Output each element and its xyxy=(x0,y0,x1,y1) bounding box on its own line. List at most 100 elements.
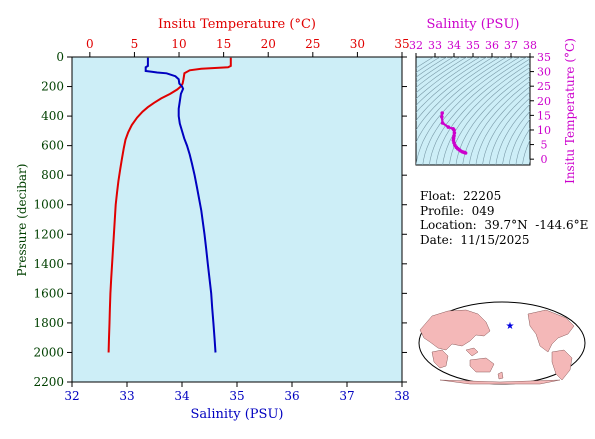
density-contour xyxy=(422,57,521,165)
pressure-tick-label: 800 xyxy=(41,168,64,182)
ts-temperature-tick-label: 5 xyxy=(541,139,548,152)
plot-area xyxy=(71,56,403,383)
ts-temperature-tick-label: 25 xyxy=(537,80,551,93)
salinity-tick-label: 37 xyxy=(339,389,354,403)
float-location-marker: ★ xyxy=(506,321,515,332)
ts-temperature-tick-label: 35 xyxy=(537,51,551,64)
salinity-tick-label: 36 xyxy=(284,389,299,403)
salinity-tick-label: 33 xyxy=(119,389,134,403)
profile-lines xyxy=(107,57,232,353)
density-contour xyxy=(495,103,530,165)
density-contour xyxy=(416,57,455,83)
density-contour xyxy=(508,118,530,165)
temperature-tick-label: 10 xyxy=(171,37,186,51)
ts-temperature-tick-label: 10 xyxy=(537,124,551,137)
ts-salinity-tick-label: 35 xyxy=(466,39,480,52)
ts-salinity-tick-label: 34 xyxy=(447,39,461,52)
density-contour xyxy=(475,86,530,165)
ts-salinity-tick-label: 38 xyxy=(523,39,537,52)
pressure-tick-label: 0 xyxy=(56,50,64,64)
density-contour xyxy=(435,58,530,165)
ts-temperature-tick-label: 20 xyxy=(537,95,551,108)
new-zealand xyxy=(497,371,504,380)
density-contour xyxy=(416,57,461,88)
ts-salinity-tick-label: 37 xyxy=(504,39,518,52)
ts-salinity-tick-label: 33 xyxy=(428,39,442,52)
date: Date: 11/15/2025 xyxy=(420,232,530,247)
temperature-axis-title: Insitu Temperature (°C) xyxy=(158,17,316,32)
salinity-tick-label: 38 xyxy=(394,389,409,403)
ts-temperature-tick-label: 15 xyxy=(537,109,551,122)
africa-sliver xyxy=(431,349,449,369)
pressure-tick-label: 1200 xyxy=(33,227,64,241)
ts-temperature-tick-label: 0 xyxy=(541,153,548,166)
density-contour xyxy=(416,57,508,144)
density-contour xyxy=(468,81,530,165)
temperature-tick-label: 30 xyxy=(350,37,365,51)
eurasia-left xyxy=(419,309,491,351)
antarctica xyxy=(439,379,561,385)
salinity-tick-label: 34 xyxy=(174,389,190,403)
temperature-tick-label: 15 xyxy=(216,37,231,51)
pressure-axis-title: Pressure (decibar) xyxy=(15,164,29,277)
temperature-tick-label: 25 xyxy=(305,37,320,51)
density-contour xyxy=(416,57,501,131)
density-contour xyxy=(522,139,530,165)
ts-salinity-axis-title: Salinity (PSU) xyxy=(427,17,520,32)
density-contour xyxy=(502,110,530,165)
float-info: Float: 22205 Profile: 049 Location: 39.7… xyxy=(420,189,588,247)
pressure-tick-label: 2200 xyxy=(33,375,64,389)
australia xyxy=(469,357,495,373)
density-contour xyxy=(462,76,530,165)
salinity-axis-title: Salinity (PSU) xyxy=(191,407,284,422)
pressure-tick-label: 2000 xyxy=(33,345,64,359)
ts-salinity-tick-label: 36 xyxy=(485,39,499,52)
ts-temperature-tick-label: 30 xyxy=(537,66,551,79)
density-contour xyxy=(416,57,475,100)
density-contour xyxy=(482,91,530,165)
pressure-tick-label: 1600 xyxy=(33,286,64,300)
islands xyxy=(465,347,479,357)
ts-salinity-tick-label: 32 xyxy=(409,39,423,52)
temperature-tick-label: 20 xyxy=(261,37,276,51)
density-contour xyxy=(416,57,448,78)
salinity-profile-line xyxy=(144,57,217,353)
temperature-tick-label: 0 xyxy=(86,37,94,51)
land-masses xyxy=(419,309,575,385)
density-contour xyxy=(442,62,530,165)
density-contours xyxy=(416,57,530,165)
salinity-tick-label: 35 xyxy=(229,389,244,403)
temperature-profile-line xyxy=(107,57,232,353)
density-contour xyxy=(416,57,494,122)
density-contour xyxy=(416,57,488,113)
density-contour xyxy=(416,57,468,94)
density-contour xyxy=(455,71,530,165)
ts-trace xyxy=(440,112,467,154)
density-contour xyxy=(488,97,530,165)
density-contour xyxy=(416,57,481,106)
main-axis-ticks: 0 5 10 15 20 25 30 35 32 33 34 35 36 37 38 0 200 400 600 80… xyxy=(33,37,409,403)
profile-number: Profile: 049 xyxy=(420,203,495,218)
pressure-tick-label: 1000 xyxy=(33,198,64,212)
pressure-tick-label: 600 xyxy=(41,139,64,153)
profile-plot: 0 5 10 15 20 25 30 35 32 33 34 35 36 37 38 0 200 400 600 80… xyxy=(15,17,410,422)
north-america xyxy=(527,309,575,353)
temperature-tick-label: 5 xyxy=(131,37,139,51)
pressure-tick-label: 400 xyxy=(41,109,64,123)
pressure-tick-label: 1800 xyxy=(33,316,64,330)
density-contour xyxy=(416,57,514,165)
pressure-tick-label: 1400 xyxy=(33,257,64,271)
pressure-tick-label: 200 xyxy=(41,80,64,94)
world-map: ★ xyxy=(418,301,586,385)
salinity-tick-label: 32 xyxy=(64,389,79,403)
location: Location: 39.7°N -144.6°E xyxy=(420,218,589,232)
south-america xyxy=(551,349,573,381)
float-id: Float: 22205 xyxy=(420,189,502,203)
density-contour xyxy=(429,57,528,165)
ts-points xyxy=(440,111,468,155)
density-contour xyxy=(515,128,530,165)
temperature-tick-label: 35 xyxy=(394,37,409,51)
